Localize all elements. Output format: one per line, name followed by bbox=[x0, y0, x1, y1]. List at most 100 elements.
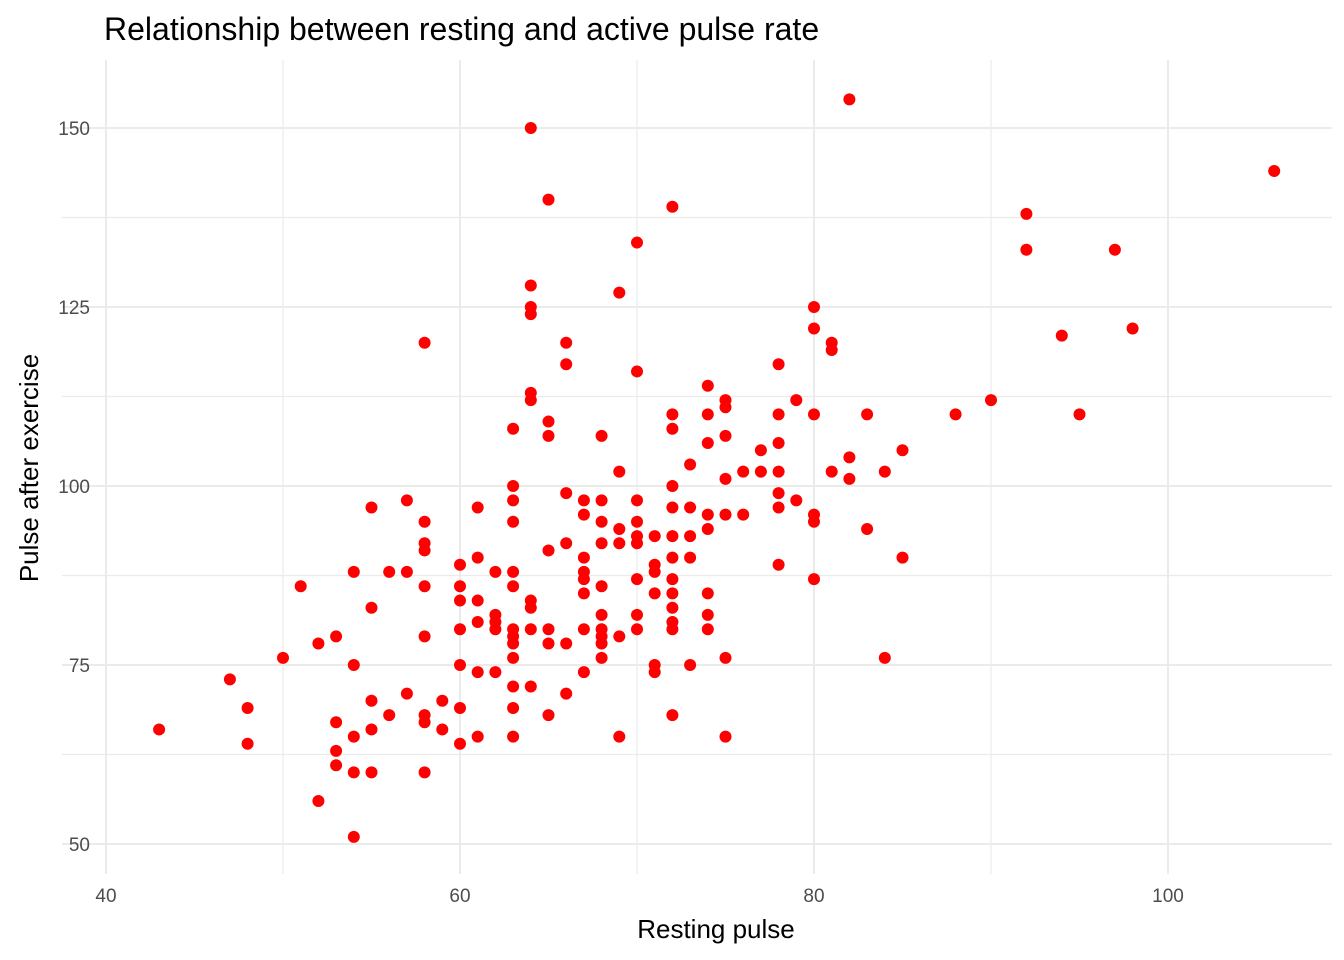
data-point bbox=[330, 759, 343, 772]
data-point bbox=[577, 573, 590, 586]
data-point bbox=[684, 501, 697, 514]
data-point bbox=[701, 508, 714, 521]
data-point bbox=[666, 408, 679, 421]
data-point bbox=[365, 601, 378, 614]
x-axis-title: Resting pulse bbox=[637, 914, 795, 944]
data-point bbox=[524, 122, 537, 134]
data-point bbox=[701, 408, 714, 421]
axis-ticks: 40 60 80 100 50 75 100 125 150 bbox=[58, 119, 1184, 907]
data-point bbox=[825, 343, 838, 356]
y-tick-label: 125 bbox=[58, 298, 90, 319]
data-point bbox=[454, 701, 466, 714]
data-point bbox=[507, 565, 520, 578]
data-point bbox=[595, 637, 608, 650]
data-point bbox=[347, 565, 360, 578]
data-point bbox=[701, 522, 714, 535]
data-point bbox=[524, 394, 537, 407]
data-point bbox=[560, 487, 573, 500]
data-point bbox=[825, 465, 838, 478]
y-tick-label: 50 bbox=[69, 835, 90, 856]
data-point bbox=[613, 286, 626, 299]
data-point bbox=[648, 666, 661, 679]
data-point bbox=[436, 723, 449, 736]
data-point bbox=[1020, 243, 1033, 256]
data-point bbox=[542, 429, 555, 442]
data-point bbox=[684, 458, 697, 471]
data-point bbox=[666, 200, 679, 213]
grid bbox=[62, 60, 1332, 874]
data-point bbox=[754, 465, 767, 478]
data-point bbox=[631, 573, 643, 586]
data-point bbox=[418, 336, 431, 349]
x-tick-label: 100 bbox=[1152, 886, 1184, 907]
data-point bbox=[808, 301, 820, 313]
data-point bbox=[613, 537, 626, 550]
data-point bbox=[719, 429, 732, 442]
data-point bbox=[808, 322, 820, 335]
data-point bbox=[595, 494, 608, 507]
data-point bbox=[507, 730, 520, 743]
data-point bbox=[347, 766, 360, 779]
data-point bbox=[843, 93, 856, 106]
data-point bbox=[418, 766, 431, 779]
data-point bbox=[524, 601, 537, 614]
data-point bbox=[719, 508, 732, 521]
data-point bbox=[861, 408, 874, 421]
data-point bbox=[524, 308, 537, 321]
data-point bbox=[454, 623, 466, 636]
data-point bbox=[560, 537, 573, 550]
data-point bbox=[631, 537, 643, 550]
data-point bbox=[631, 236, 643, 249]
data-point bbox=[347, 830, 360, 843]
data-point bbox=[312, 637, 325, 650]
data-point bbox=[507, 637, 520, 650]
data-point bbox=[666, 530, 679, 543]
data-point bbox=[454, 558, 466, 571]
data-point bbox=[454, 594, 466, 607]
data-point bbox=[418, 630, 431, 643]
data-point bbox=[418, 515, 431, 528]
data-point bbox=[418, 544, 431, 557]
data-point bbox=[595, 537, 608, 550]
data-point bbox=[790, 394, 803, 407]
y-axis-title: Pulse after exercise bbox=[14, 354, 44, 582]
data-point bbox=[613, 630, 626, 643]
y-tick-label: 100 bbox=[58, 477, 90, 498]
data-point bbox=[524, 680, 537, 693]
data-point bbox=[507, 580, 520, 593]
data-point bbox=[1055, 329, 1068, 342]
data-point bbox=[542, 415, 555, 428]
data-point bbox=[347, 730, 360, 743]
data-point bbox=[471, 666, 484, 679]
data-point bbox=[365, 694, 378, 707]
data-point bbox=[719, 401, 732, 414]
data-point bbox=[489, 565, 502, 578]
data-point bbox=[241, 737, 254, 750]
data-point bbox=[631, 515, 643, 528]
data-point bbox=[808, 408, 820, 421]
data-point bbox=[330, 716, 343, 729]
data-point bbox=[701, 437, 714, 450]
data-point bbox=[772, 558, 785, 571]
data-point bbox=[542, 623, 555, 636]
data-point bbox=[454, 737, 466, 750]
data-point bbox=[400, 494, 413, 507]
data-point bbox=[878, 651, 891, 664]
data-point bbox=[648, 530, 661, 543]
data-point bbox=[666, 709, 679, 722]
data-point bbox=[330, 630, 343, 643]
y-tick-label: 75 bbox=[69, 656, 90, 677]
data-point bbox=[1108, 243, 1121, 256]
data-point bbox=[684, 659, 697, 671]
data-point bbox=[896, 444, 909, 457]
data-point bbox=[277, 651, 289, 664]
data-points bbox=[153, 93, 1281, 843]
data-point bbox=[1073, 408, 1086, 421]
data-point bbox=[1268, 164, 1281, 177]
data-point bbox=[471, 594, 484, 607]
data-point bbox=[383, 709, 396, 722]
data-point bbox=[489, 623, 502, 636]
data-point bbox=[400, 687, 413, 700]
data-point bbox=[719, 730, 732, 743]
